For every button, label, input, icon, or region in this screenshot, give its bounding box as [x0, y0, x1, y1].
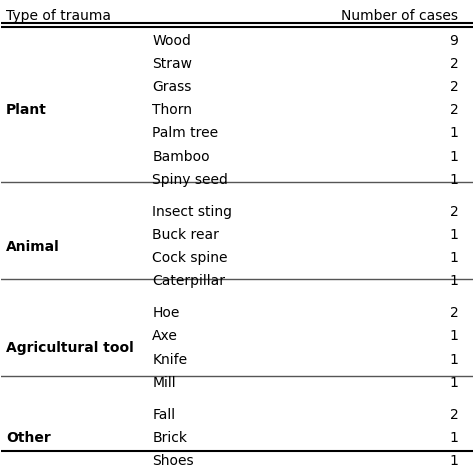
Text: 1: 1 — [450, 127, 458, 140]
Text: Knife: Knife — [152, 353, 187, 366]
Text: 1: 1 — [450, 228, 458, 242]
Text: 2: 2 — [450, 205, 458, 219]
Text: Brick: Brick — [152, 431, 187, 445]
Text: Number of cases: Number of cases — [341, 9, 458, 23]
Text: 1: 1 — [450, 329, 458, 344]
Text: 1: 1 — [450, 431, 458, 445]
Text: 2: 2 — [450, 103, 458, 118]
Text: Cock spine: Cock spine — [152, 251, 228, 265]
Text: 1: 1 — [450, 150, 458, 164]
Text: Spiny seed: Spiny seed — [152, 173, 228, 187]
Text: Type of trauma: Type of trauma — [6, 9, 111, 23]
Text: Fall: Fall — [152, 408, 175, 422]
Text: Shoes: Shoes — [152, 454, 194, 468]
Text: 1: 1 — [450, 251, 458, 265]
Text: Caterpillar: Caterpillar — [152, 274, 225, 288]
Text: Other: Other — [6, 431, 51, 445]
Text: 2: 2 — [450, 80, 458, 94]
Text: Insect sting: Insect sting — [152, 205, 232, 219]
Text: Palm tree: Palm tree — [152, 127, 219, 140]
Text: Axe: Axe — [152, 329, 178, 344]
Text: 1: 1 — [450, 375, 458, 390]
Text: 2: 2 — [450, 57, 458, 71]
Text: 2: 2 — [450, 408, 458, 422]
Text: Wood: Wood — [152, 34, 191, 48]
Text: 1: 1 — [450, 454, 458, 468]
Text: Grass: Grass — [152, 80, 191, 94]
Text: Animal: Animal — [6, 239, 60, 254]
Text: Thorn: Thorn — [152, 103, 192, 118]
Text: Buck rear: Buck rear — [152, 228, 219, 242]
Text: 1: 1 — [450, 274, 458, 288]
Text: Hoe: Hoe — [152, 306, 180, 320]
Text: Agricultural tool: Agricultural tool — [6, 341, 134, 355]
Text: Bamboo: Bamboo — [152, 150, 210, 164]
Text: 2: 2 — [450, 306, 458, 320]
Text: Straw: Straw — [152, 57, 192, 71]
Text: Mill: Mill — [152, 375, 176, 390]
Text: 9: 9 — [450, 34, 458, 48]
Text: 1: 1 — [450, 173, 458, 187]
Text: Plant: Plant — [6, 103, 47, 118]
Text: 1: 1 — [450, 353, 458, 366]
